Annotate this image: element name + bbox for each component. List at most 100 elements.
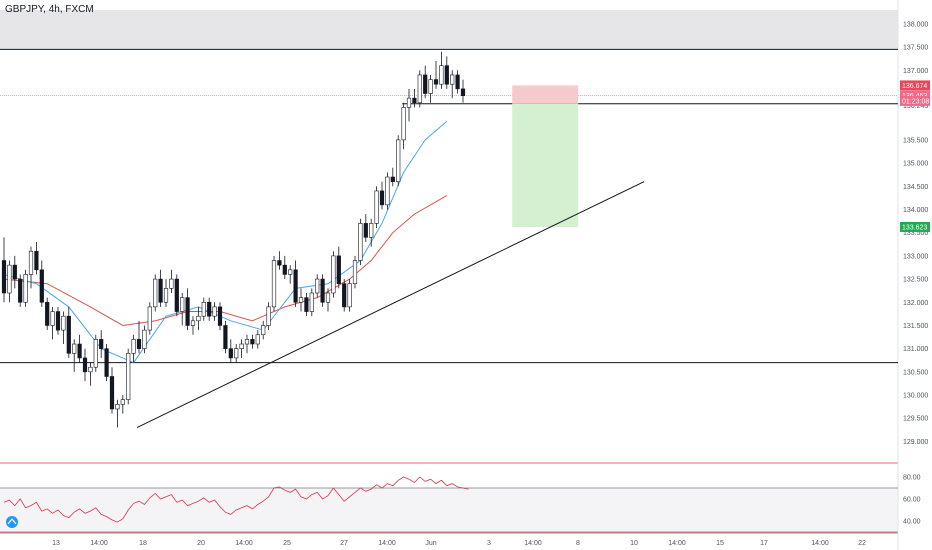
price-axis-tick: 131.000 [903,346,928,353]
time-axis-tick: 17 [760,540,768,547]
candle [163,279,169,307]
candle-body [212,306,217,317]
price-badge-target-label: 133.623 [902,224,927,231]
candle [72,339,77,372]
candle [325,288,331,312]
price-axis-tick: 138.000 [903,21,928,28]
price-badge-countdown-label: 01:23:08 [902,98,929,105]
candle-body [34,250,39,271]
candle-body [428,79,433,94]
candle [401,102,406,150]
candle [217,302,223,331]
candle [309,288,314,317]
candle [45,297,50,331]
candle [99,330,104,358]
time-axis-tick: 18 [139,540,147,547]
candle-body [390,176,395,182]
candle-body [239,343,244,349]
candle-body [66,315,71,354]
candle [239,339,244,358]
candle-body [190,320,196,326]
candle-body [250,339,255,345]
candle-body [304,297,309,312]
candle [385,172,390,210]
candle-body [288,269,293,275]
candle [320,274,325,307]
candle-body [406,97,412,108]
time-axis-tick: 8 [576,540,580,547]
candle [66,306,71,358]
time-axis-tick: 14:00 [811,540,829,547]
candle-body [439,65,444,85]
time-axis-tick: 14:00 [90,540,108,547]
candle-body [277,260,282,266]
candle-body [50,311,55,326]
candle-body [104,348,109,377]
candle [39,260,44,307]
candle [428,74,433,103]
candle [358,218,363,266]
candle-body [207,301,212,317]
candle [34,241,39,275]
time-axis-tick: 15 [716,540,724,547]
stop-loss-zone [512,85,579,104]
candle [379,181,385,210]
candle [142,325,147,354]
price-axis-tick: 135.500 [903,137,928,144]
candle-body [115,404,120,410]
candle [277,251,282,270]
candle [298,288,304,312]
candle-body [109,376,115,410]
candle-body [136,339,142,349]
candle [120,395,125,414]
candle-body [336,255,341,285]
candle-body [460,88,466,96]
price-badge-stop-label: 136.674 [902,83,927,90]
candle-body [18,278,23,303]
candle [374,186,379,229]
candle [104,344,109,382]
candle [28,246,34,289]
price-axis-tick: 131.500 [903,323,928,330]
candle-body [282,264,287,275]
candle [315,274,320,298]
candle-body [374,190,379,224]
candle [169,269,174,293]
candle-body [12,264,17,280]
candle [82,348,88,382]
candle [136,320,142,354]
symbol-title: GBPJPY, 4h, FXCM [5,4,94,15]
candle-body [93,339,98,368]
candle-body [72,343,77,354]
candle [18,274,23,307]
candle [255,330,260,349]
candle-body [99,339,104,349]
candle [88,362,93,386]
candle [455,70,460,94]
candle-body [28,250,34,275]
candle [223,320,228,354]
candle-body [379,190,385,206]
time-axis-tick: 27 [340,540,348,547]
price-axis-tick: 134.000 [903,207,928,214]
candle-body [55,311,61,331]
candle-body [363,223,368,238]
price-badge-target [900,221,930,232]
candle [460,79,466,103]
price-axis-tick: 135.000 [903,161,928,168]
candle-body [223,325,228,349]
candle-body [331,255,336,294]
candle-body [163,288,169,303]
resistance-band [0,10,898,50]
candle-body [385,176,390,206]
rsi-axis-tick: 60.00 [903,497,921,504]
candle-body [347,283,352,308]
candle [396,135,401,187]
candle-body [266,306,271,326]
candle-body [358,223,363,261]
time-axis-tick: 14:00 [235,540,253,547]
candle-body [417,74,422,104]
candle-body [153,278,158,308]
candle-body [234,348,239,359]
